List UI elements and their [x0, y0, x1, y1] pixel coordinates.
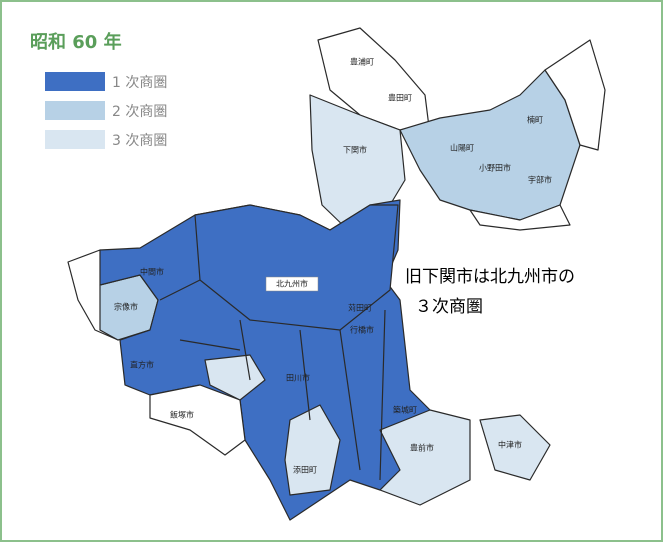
place-label: 築城町 — [393, 405, 417, 415]
place-label: 添田町 — [293, 466, 317, 475]
place-label: 直方市 — [130, 360, 154, 370]
place-label: 中間市 — [140, 267, 164, 277]
place-label: 行橋市 — [350, 325, 374, 335]
place-label: 宇部市 — [528, 175, 552, 185]
place-label: 田川市 — [286, 373, 310, 383]
region — [544, 39, 606, 151]
legend-swatch — [45, 130, 105, 149]
kitakyushu — [194, 204, 399, 331]
place-label: 飯塚市 — [170, 410, 194, 420]
title: 昭和 60 年 — [30, 31, 122, 53]
region — [204, 354, 266, 401]
place-label: 豊田町 — [388, 93, 412, 103]
place-label: 楠町 — [527, 115, 543, 125]
place-label: 宗像市 — [114, 302, 138, 312]
region — [149, 384, 246, 456]
legend-swatch — [45, 72, 105, 91]
place-label: 苅田町 — [348, 303, 372, 313]
place-label: 山陽町 — [450, 143, 474, 153]
annotation: ３次商圏 — [415, 297, 483, 317]
legend-swatch — [45, 101, 105, 120]
region — [399, 69, 581, 221]
legend-label: 2 次商圏 — [112, 104, 167, 120]
legend-label: 1 次商圏 — [112, 75, 167, 91]
place-label: 小野田市 — [479, 163, 511, 173]
label-box — [265, 276, 319, 292]
region — [469, 204, 571, 231]
place-label: 下関市 — [343, 145, 367, 155]
place-label: 豊前市 — [410, 443, 434, 453]
place-label: 北九州市 — [276, 279, 308, 289]
place-label: 豊浦町 — [350, 57, 374, 67]
annotation: 旧下関市は北九州市の — [405, 267, 575, 287]
place-label: 中津市 — [498, 440, 522, 450]
legend: 1 次商圏 2 次商圏 3 次商圏 — [45, 72, 167, 149]
region — [479, 414, 551, 481]
region — [379, 409, 471, 506]
legend-label: 3 次商圏 — [112, 133, 167, 149]
boundary — [159, 279, 386, 481]
region — [284, 404, 341, 496]
